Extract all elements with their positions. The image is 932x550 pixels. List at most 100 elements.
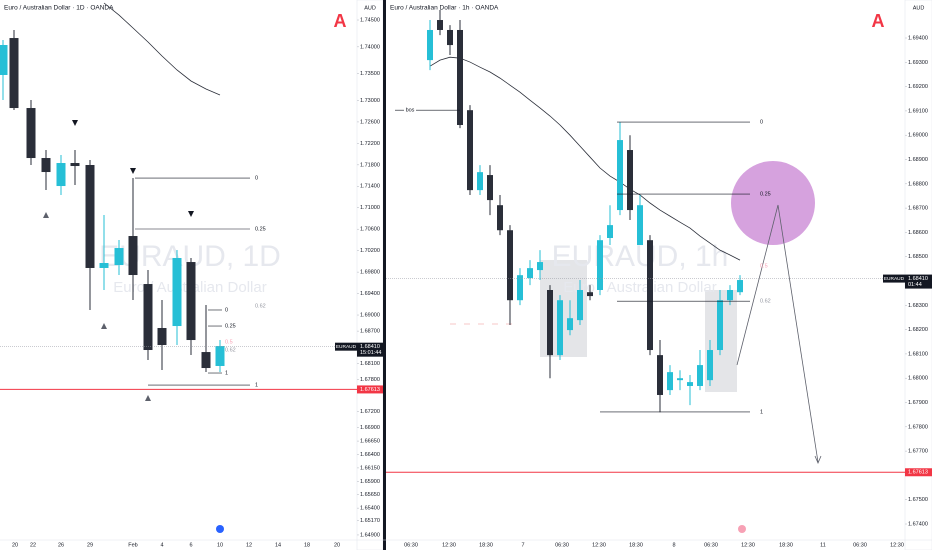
support-label: 1.67613: [908, 470, 928, 476]
candle-body: [201, 352, 211, 369]
level-label: 0.5: [225, 339, 233, 345]
candle-body: [517, 275, 523, 301]
down-marker: [72, 120, 78, 126]
candle-body: [507, 230, 513, 301]
arrow-head: [814, 455, 822, 465]
watermark: EURAUD, 1h: [552, 240, 729, 273]
candle-body: [607, 225, 613, 238]
y-tick-label: 1.73500: [360, 71, 380, 77]
watermark-sub: Euro / Australian Dollar: [563, 279, 716, 296]
down-marker: [188, 211, 194, 217]
symbol-label-bg: [335, 342, 357, 351]
y-tick-label: 1.69800: [360, 270, 380, 276]
y-tick-label: 1.69300: [908, 60, 928, 66]
y-tick-label: 1.71800: [360, 162, 380, 168]
x-tick-label: Feb: [128, 542, 137, 548]
level-label: 0: [255, 175, 258, 181]
bos-label: bos: [406, 108, 415, 114]
candle-body: [427, 29, 433, 61]
level-label: 0.62: [760, 299, 771, 305]
y-tick-label: 1.66900: [360, 425, 380, 431]
x-tick-label: 06:30: [555, 542, 569, 548]
candle-body: [457, 29, 463, 126]
x-tick-label: 22: [30, 542, 36, 548]
y-tick-label: 1.72200: [360, 141, 380, 147]
x-tick-label: 06:30: [853, 542, 867, 548]
candle-body: [647, 240, 653, 351]
y-tick-label: 1.71400: [360, 184, 380, 190]
y-tick-label: 1.71000: [360, 205, 380, 211]
x-tick-label: 06:30: [704, 542, 718, 548]
y-tick-label: 1.67800: [360, 377, 380, 383]
y-tick-label: 1.72600: [360, 119, 380, 125]
event-icon[interactable]: [216, 525, 224, 533]
candle-body: [85, 164, 95, 268]
x-tick-label: 18: [304, 542, 310, 548]
y-tick-label: 1.68900: [908, 157, 928, 163]
logo: A: [872, 11, 885, 31]
x-tick-label: 10: [217, 542, 223, 548]
candle-body: [0, 45, 8, 75]
y-tick-label: 1.68700: [360, 329, 380, 335]
candle-body: [737, 280, 743, 293]
y-tick-label: 1.65400: [360, 506, 380, 512]
candle-body: [437, 20, 443, 30]
x-tick-label: 12:30: [741, 542, 755, 548]
y-tick-label: 1.69200: [908, 84, 928, 90]
candle-body: [657, 355, 663, 395]
x-tick-label: 6: [189, 542, 192, 548]
chart-title: Euro / Australian Dollar · 1D · OANDA: [4, 5, 114, 12]
symbol-label-bg: [883, 274, 905, 283]
x-tick-label: 20: [334, 542, 340, 548]
chart-title: Euro / Australian Dollar · 1h · OANDA: [390, 5, 499, 12]
level-label: 0: [225, 307, 228, 313]
y-tick-label: 1.68500: [908, 254, 928, 260]
candle-body: [537, 262, 543, 271]
y-tick-label: 1.65170: [360, 518, 380, 524]
price-label-bg: [905, 274, 932, 289]
currency: AUD: [913, 5, 925, 11]
x-tick-label: 11: [820, 542, 826, 548]
y-tick-label: 1.69000: [908, 133, 928, 139]
moving-average: [103, 2, 221, 96]
candle-body: [41, 158, 51, 173]
price-label: 1.68410: [360, 344, 380, 350]
logo: A: [334, 11, 347, 31]
x-tick-label: 18:30: [779, 542, 793, 548]
candle-body: [99, 262, 109, 268]
y-tick-label: 1.69000: [360, 312, 380, 318]
x-tick-label: 12:30: [890, 542, 904, 548]
candle-body: [477, 172, 483, 191]
x-tick-label: 18:30: [629, 542, 643, 548]
candle-body: [527, 268, 533, 279]
price-label-bg: [357, 342, 383, 357]
candle-body: [637, 205, 643, 246]
candle-body: [687, 382, 693, 386]
x-tick-label: 29: [87, 542, 93, 548]
price-label: 1.68410: [908, 276, 928, 282]
x-tick-label: 14: [275, 542, 281, 548]
candle-body: [497, 205, 503, 231]
candle-body: [677, 378, 683, 381]
left-price-axis: [356, 0, 384, 550]
candle-body: [447, 29, 453, 46]
candle-body: [727, 289, 733, 301]
y-tick-label: 1.65650: [360, 492, 380, 498]
level-label: 0.62: [225, 347, 236, 353]
candle-body: [707, 350, 713, 381]
support-label-bg: [357, 385, 383, 394]
y-tick-label: 1.67800: [908, 424, 928, 430]
candle-body: [70, 163, 80, 167]
y-tick-label: 1.74000: [360, 44, 380, 50]
candle-body: [467, 110, 473, 191]
x-tick-label: 7: [521, 542, 524, 548]
up-marker: [43, 212, 49, 218]
y-tick-label: 1.68300: [908, 303, 928, 309]
y-tick-label: 1.64900: [360, 532, 380, 538]
y-tick-label: 1.73000: [360, 98, 380, 104]
event-icon[interactable]: [738, 525, 746, 533]
y-tick-label: 1.68700: [908, 206, 928, 212]
moving-average: [429, 56, 741, 261]
y-tick-label: 1.66650: [360, 439, 380, 445]
